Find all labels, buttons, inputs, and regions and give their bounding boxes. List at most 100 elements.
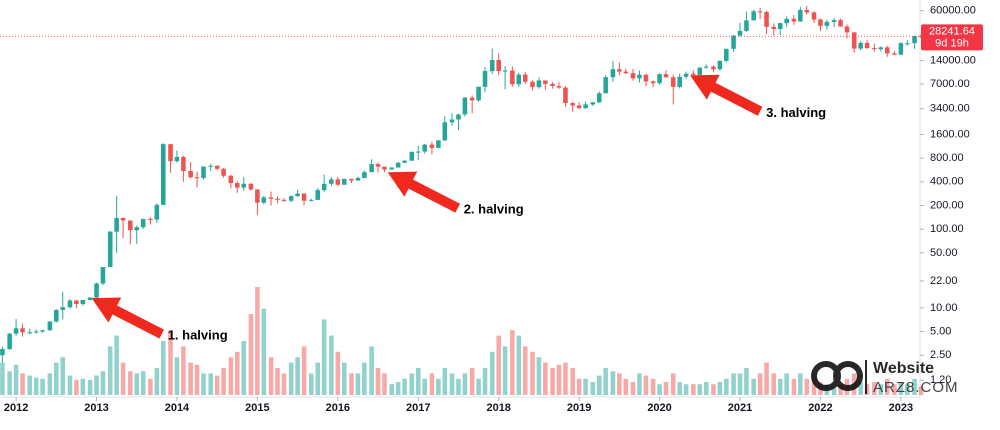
watermark: Website ARZ8.COM	[811, 360, 959, 396]
volume-bar	[912, 378, 917, 395]
candle-body	[731, 35, 736, 49]
candle-body	[630, 73, 636, 79]
candle-body	[0, 348, 5, 356]
volume-bar	[295, 357, 300, 395]
volume-bar	[214, 375, 220, 395]
volume-bar	[0, 362, 5, 395]
candle-body	[268, 197, 274, 199]
volume-bar	[657, 384, 662, 395]
volume-bar	[429, 373, 435, 395]
volume-bar	[67, 375, 73, 395]
volume-bar	[811, 378, 817, 395]
candle-body	[13, 328, 19, 334]
candle-body	[174, 156, 180, 162]
y-tick-label: 1.20	[930, 374, 951, 386]
candle-body	[140, 218, 146, 228]
candle-body	[643, 74, 649, 82]
volume-bar	[556, 364, 562, 395]
candle-body	[496, 60, 501, 72]
candle-body	[637, 74, 642, 79]
candle-body	[603, 77, 608, 94]
candle-body	[321, 183, 327, 191]
candle-body	[436, 140, 441, 148]
candle-body	[362, 172, 367, 178]
candle-body	[744, 20, 749, 31]
candle-body	[536, 80, 542, 88]
volume-bar	[784, 373, 789, 395]
candle-body	[382, 166, 387, 170]
candle-body	[683, 73, 689, 77]
volume-bar	[168, 330, 173, 395]
volume-bar	[309, 373, 314, 395]
y-tick-label: 200.00	[930, 199, 964, 211]
candle-body	[657, 74, 662, 84]
volume-bar	[751, 378, 756, 395]
volume-bar	[563, 362, 568, 395]
candle-body	[677, 76, 682, 87]
x-tick-label: 2012	[4, 402, 28, 414]
candle-body	[114, 217, 119, 232]
volume-bar	[208, 373, 214, 395]
volume-bar	[114, 335, 119, 395]
annotation-label: 3. halving	[766, 105, 826, 120]
candle-body	[617, 69, 622, 72]
volume-bar	[737, 373, 743, 395]
volume-bar	[576, 378, 582, 395]
candle-body	[208, 165, 214, 167]
candle-body	[288, 196, 294, 201]
candle-body	[375, 164, 381, 167]
volume-bar	[87, 379, 93, 395]
volume-bar	[235, 351, 240, 395]
volume-bar	[154, 368, 160, 395]
candle-body	[128, 220, 133, 231]
x-tick-label: 2019	[567, 402, 591, 414]
countdown-label: 9d 19h	[935, 37, 969, 49]
candle-body	[335, 179, 341, 185]
candle-body	[355, 177, 361, 181]
x-tick-label: 2013	[84, 402, 108, 414]
volume-bar	[241, 341, 246, 395]
volume-bar	[194, 364, 200, 395]
candle-body	[596, 93, 602, 103]
volume-bar	[476, 378, 481, 395]
candle-body	[784, 18, 789, 24]
volume-bar	[804, 378, 810, 395]
candle-body	[329, 179, 334, 184]
volume-bar	[536, 357, 542, 395]
volume-bar	[838, 384, 843, 395]
candle-body	[80, 299, 86, 304]
candle-body	[462, 97, 468, 115]
candle-body	[168, 144, 173, 162]
watermark-line2: ARZ8.COM	[873, 379, 959, 396]
y-tick-label: 22.00	[930, 275, 958, 287]
y-tick-label: 800.00	[930, 152, 964, 164]
volume-bar	[744, 368, 749, 395]
candle-body	[543, 80, 548, 84]
candle-body	[691, 73, 696, 75]
volume-bar	[892, 384, 897, 395]
candle-body	[94, 283, 99, 298]
candle-body	[724, 48, 729, 61]
volume-bar	[469, 368, 475, 395]
candle-body	[751, 11, 756, 21]
candle-body	[275, 198, 280, 200]
volume-bar	[415, 368, 421, 395]
logo-ring	[833, 361, 863, 391]
volume-bar	[670, 373, 676, 395]
x-tick-label: 2015	[245, 402, 269, 414]
y-tick-label: 60000.00	[930, 5, 976, 17]
volume-bar	[878, 384, 884, 395]
volume-bar	[161, 341, 166, 395]
annotation-label: 2. halving	[464, 202, 524, 217]
volume-bar	[757, 373, 763, 395]
volume-bar	[442, 368, 448, 395]
candle-body	[804, 9, 810, 13]
volume-bar	[301, 346, 307, 395]
volume-bar	[764, 362, 769, 395]
volume-bar	[663, 382, 669, 395]
volume-bar	[13, 364, 19, 395]
x-tick-label: 2022	[808, 402, 832, 414]
volume-bar	[643, 375, 649, 395]
x-tick-label: 2016	[326, 402, 350, 414]
volume-bar	[74, 379, 79, 395]
